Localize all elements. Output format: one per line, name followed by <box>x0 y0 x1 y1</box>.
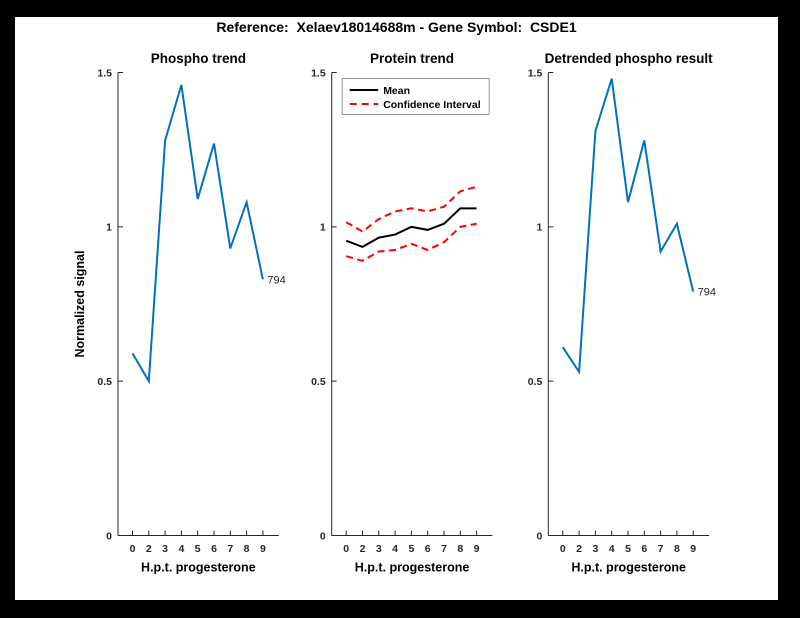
x-tick-label: 5 <box>408 543 414 555</box>
detrended-phospho-signal-line <box>561 78 695 375</box>
mean-line <box>345 207 477 248</box>
y-tick-label: 0 <box>320 530 326 542</box>
x-tick-label: 6 <box>425 543 431 555</box>
x-tick-label: 6 <box>641 543 647 555</box>
x-tick-label: 4 <box>609 543 615 555</box>
x-tick-label: 3 <box>592 543 598 555</box>
y-tick-label: 0 <box>106 530 112 542</box>
series-end-label: 794 <box>267 274 285 286</box>
x-tick-label: 4 <box>178 543 184 555</box>
x-tick-label: 8 <box>674 543 680 555</box>
legend-label: Confidence Interval <box>383 99 481 111</box>
figure-canvas: Reference: Xelaev18014688m - Gene Symbol… <box>15 17 778 600</box>
subplot-title: Protein trend <box>370 51 454 66</box>
x-tick-label: 9 <box>260 543 266 555</box>
legend: Mean Confidence Interval <box>341 78 490 115</box>
x-tick-label: 4 <box>392 543 398 555</box>
x-axis-label: H.p.t. progesterone <box>355 561 470 575</box>
x-axis-label: H.p.t. progesterone <box>571 561 686 575</box>
x-tick-label: 8 <box>457 543 463 555</box>
x-tick-label: 8 <box>244 543 250 555</box>
y-tick-label: 0 <box>536 530 542 542</box>
y-tick-label: 1 <box>106 222 112 234</box>
x-tick-label: 7 <box>441 543 447 555</box>
x-tick-label: 9 <box>690 543 696 555</box>
y-tick-label: 0.5 <box>528 376 543 388</box>
x-tick-label: 5 <box>195 543 201 555</box>
x-tick-label: 0 <box>130 543 136 555</box>
legend-label: Mean <box>383 85 410 97</box>
x-tick-label: 2 <box>146 543 152 555</box>
y-tick-label: 1 <box>536 222 542 234</box>
phospho-signal-line <box>131 84 264 385</box>
subplot-title: Phospho trend <box>151 51 246 66</box>
x-tick-label: 7 <box>658 543 664 555</box>
subplot-title: Detrended phospho result <box>545 51 714 66</box>
x-tick-label: 2 <box>576 543 582 555</box>
y-axis-label: Normalized signal <box>73 251 87 358</box>
series-end-label: 794 <box>698 287 716 299</box>
x-tick-label: 9 <box>474 543 480 555</box>
x-tick-label: 0 <box>560 543 566 555</box>
x-tick-label: 3 <box>162 543 168 555</box>
x-axis-label: H.p.t. progesterone <box>141 561 256 575</box>
x-tick-label: 5 <box>625 543 631 555</box>
x-tick-label: 2 <box>360 543 366 555</box>
x-tick-label: 0 <box>343 543 349 555</box>
y-tick-label: 1.5 <box>311 67 326 79</box>
confidence-interval-lower-line <box>345 222 477 262</box>
legend-box <box>341 78 490 115</box>
y-tick-label: 0.5 <box>311 376 326 388</box>
y-tick-label: 1.5 <box>528 67 543 79</box>
y-tick-label: 1 <box>320 222 326 234</box>
y-tick-label: 1.5 <box>97 67 112 79</box>
confidence-interval-upper-line <box>345 185 477 233</box>
x-tick-label: 6 <box>211 543 217 555</box>
x-tick-label: 3 <box>376 543 382 555</box>
x-tick-label: 7 <box>227 543 233 555</box>
y-tick-label: 0.5 <box>97 376 112 388</box>
figure-title: Reference: Xelaev18014688m - Gene Symbol… <box>216 19 577 35</box>
